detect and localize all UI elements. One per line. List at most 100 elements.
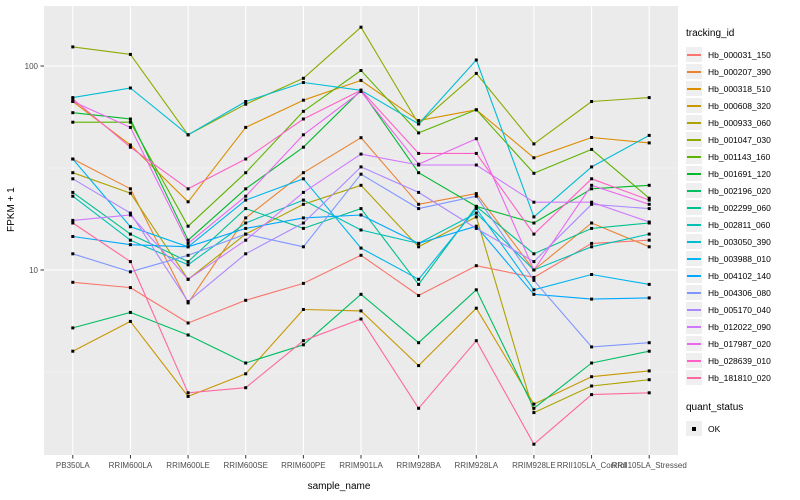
data-point (128, 211, 132, 215)
data-point (532, 142, 536, 146)
data-point (301, 226, 305, 230)
color-legend-title: tracking_id (686, 28, 735, 39)
data-point (590, 245, 594, 249)
legend-key-swatch (686, 234, 702, 249)
data-point (128, 143, 132, 147)
data-point (474, 192, 478, 196)
data-point (71, 177, 75, 181)
shape-legend-rows: OK (686, 420, 798, 437)
legend-label: Hb_002811_060 (708, 219, 771, 230)
legend-key-swatch (686, 217, 702, 232)
legend-row: Hb_003050_390 (686, 233, 798, 250)
data-point (474, 215, 478, 219)
legend-label: Hb_002196_020 (708, 185, 771, 196)
data-point (244, 102, 248, 106)
data-point (474, 339, 478, 343)
x-axis-title: sample_name (307, 481, 371, 492)
legend-row: Hb_001691_120 (686, 165, 798, 182)
legend-key-swatch (686, 302, 702, 317)
data-point (244, 157, 248, 161)
legend-row: OK (686, 420, 798, 437)
data-point (244, 232, 248, 236)
legend-key-swatch (686, 200, 702, 215)
legend-label: Hb_000207_390 (708, 66, 771, 77)
legend-key-line-icon (687, 241, 701, 243)
data-point (532, 215, 536, 219)
data-point (590, 147, 594, 151)
data-point (590, 226, 594, 230)
data-point (590, 345, 594, 349)
legend-key-swatch (686, 336, 702, 351)
data-point (359, 25, 363, 29)
shape-legend: quant_status OK (686, 402, 798, 437)
legend-row: Hb_003988_010 (686, 250, 798, 267)
data-point (474, 151, 478, 155)
legend-key-swatch (686, 47, 702, 62)
legend-label: Hb_002299_060 (708, 202, 771, 213)
data-point (359, 69, 363, 72)
data-point (186, 333, 190, 337)
data-point (532, 221, 536, 225)
legend-label: Hb_000608_320 (708, 100, 771, 111)
data-point (186, 187, 190, 191)
data-point (186, 241, 190, 245)
data-point (647, 198, 651, 202)
data-point (359, 165, 363, 169)
data-point (417, 119, 421, 123)
legend-row: Hb_002299_060 (686, 199, 798, 216)
legend-key-point-icon (692, 426, 696, 431)
legend-row: Hb_002811_060 (686, 216, 798, 233)
legend-label: OK (708, 423, 721, 434)
data-point (474, 226, 478, 230)
data-point (647, 141, 651, 145)
legend-row: Hb_000608_320 (686, 97, 798, 114)
data-point (301, 198, 305, 202)
legend-row: Hb_002196_020 (686, 182, 798, 199)
legend-label: Hb_003050_390 (708, 236, 771, 247)
data-point (359, 213, 363, 217)
data-point (474, 204, 478, 208)
data-point (244, 386, 248, 390)
data-point (359, 228, 363, 232)
data-point (301, 133, 305, 137)
x-tick-label: RRII105LA_Stressed (611, 461, 687, 470)
legend-key-line-icon (687, 139, 701, 141)
data-point (474, 224, 478, 228)
x-tick-label: RRIM928BA (396, 461, 441, 470)
data-point (474, 211, 478, 215)
data-point (301, 98, 305, 102)
data-point (532, 156, 536, 160)
legend-key-line-icon (687, 326, 701, 328)
legend-key-line-icon (687, 54, 701, 56)
data-point (532, 268, 536, 272)
x-tick-label: RRII105LA_Control (556, 461, 627, 470)
data-point (128, 319, 132, 323)
legend-key-swatch (686, 81, 702, 96)
legend-key-line-icon (687, 309, 701, 311)
legend-label: Hb_017987_020 (708, 338, 771, 349)
data-point (359, 207, 363, 211)
data-point (244, 238, 248, 242)
data-point (128, 125, 132, 129)
data-point (590, 384, 594, 388)
legend-key-line-icon (687, 190, 701, 192)
data-point (532, 171, 536, 175)
data-point (71, 97, 75, 101)
data-point (417, 131, 421, 135)
data-point (71, 326, 75, 330)
legend-row: Hb_000933_060 (686, 114, 798, 131)
legend-key-line-icon (687, 224, 701, 226)
data-point (417, 241, 421, 245)
legend-label: Hb_181810_020 (708, 372, 771, 383)
legend-row: Hb_000318_510 (686, 80, 798, 97)
data-point (532, 402, 536, 406)
data-point (647, 183, 651, 187)
data-point (128, 117, 132, 121)
data-point (532, 292, 536, 296)
data-point (532, 200, 536, 204)
data-point (71, 235, 75, 238)
data-point (244, 171, 248, 175)
data-point (71, 349, 75, 353)
data-point (417, 190, 421, 194)
data-point (186, 394, 190, 398)
